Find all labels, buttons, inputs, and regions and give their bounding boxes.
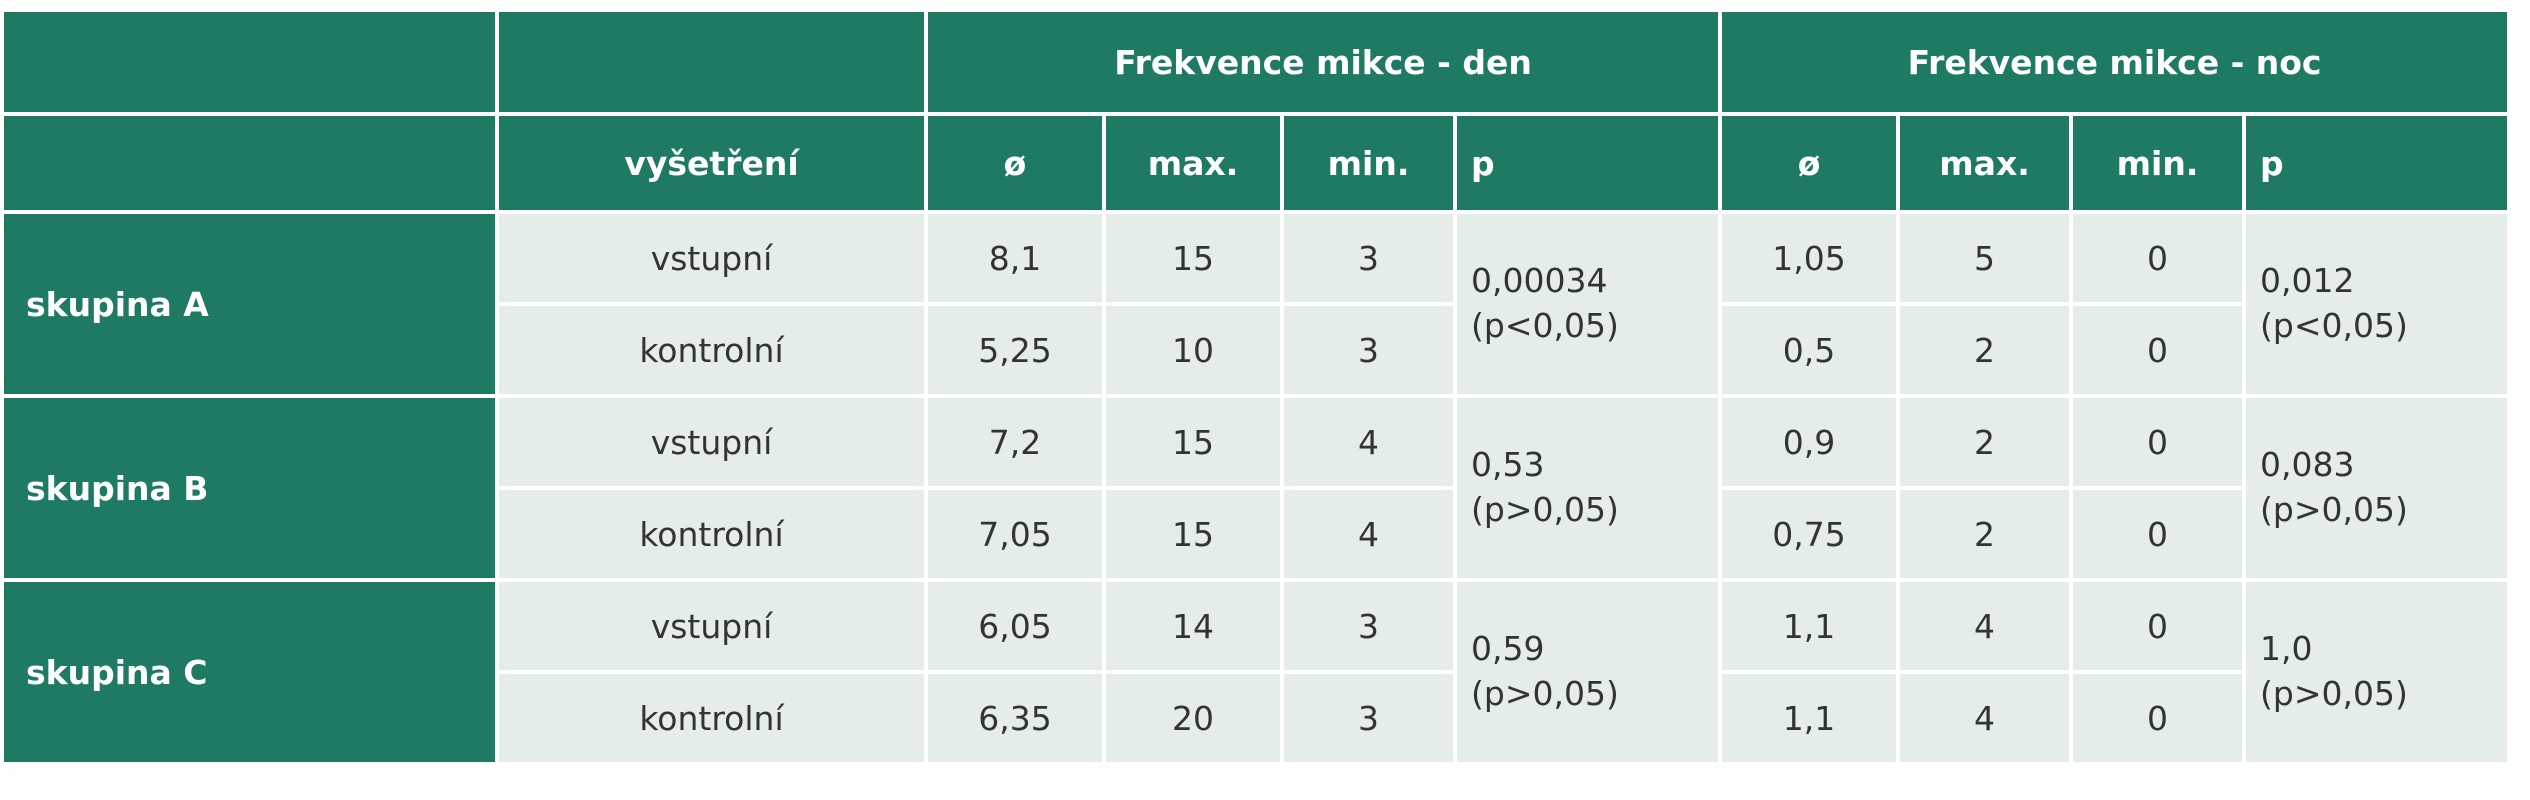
p-text: (p>0,05) [2260, 490, 2408, 529]
exam-cell: vstupní [495, 578, 928, 674]
group-name: skupina C [0, 578, 499, 766]
value-cell: 20 [1102, 670, 1284, 766]
exam-cell: vstupní [495, 210, 928, 306]
value-cell: 0 [2069, 394, 2247, 490]
p-cell: 0,00034 (p<0,05) [1452, 210, 1723, 398]
p-text: 0,53 [1471, 445, 1545, 485]
exam-cell: kontrolní [495, 302, 928, 398]
header-row: vyšetření ø max. min. p ø max. min. p [0, 112, 2512, 214]
header-cell [495, 8, 928, 116]
p-text: 0,083 [2260, 445, 2355, 485]
value-cell: 14 [1102, 578, 1284, 674]
p-text: 0,00034 [1471, 261, 1608, 301]
p-text: (p<0,05) [1471, 306, 1619, 345]
value-cell: 10 [1102, 302, 1284, 398]
p-text: (p<0,05) [2260, 306, 2408, 345]
value-cell: 3 [1280, 302, 1457, 398]
header-cell [0, 8, 499, 116]
value-cell: 3 [1280, 578, 1457, 674]
value-cell: 2 [1896, 302, 2074, 398]
column-header: p [1452, 112, 1723, 214]
p-text: 0,012 [2260, 261, 2355, 301]
value-cell: 0,9 [1718, 394, 1901, 490]
data-row: kontrolní 7,05 15 4 0,75 2 0 [2, 486, 2509, 582]
value-cell: 0,5 [1718, 302, 1901, 398]
value-cell: 4 [1896, 578, 2074, 674]
table: Frekvence mikce - den Frekvence mikce - n… [0, 8, 2512, 766]
group-name: skupina A [0, 210, 499, 398]
p-text: (p>0,05) [2260, 674, 2408, 713]
value-cell: 5,25 [924, 302, 1106, 398]
exam-cell: kontrolní [495, 486, 928, 582]
p-cell: 0,083 (p>0,05) [2242, 394, 2512, 582]
column-header: p [2242, 112, 2512, 214]
value-cell: 0 [2069, 578, 2247, 674]
value-cell: 15 [1102, 394, 1284, 490]
value-cell: 8,1 [924, 210, 1106, 306]
p-cell: 0,53 (p>0,05) [1452, 394, 1723, 582]
column-header: max. [1896, 112, 2074, 214]
column-header: max. [1102, 112, 1284, 214]
value-cell: 7,05 [924, 486, 1106, 582]
column-header: ø [1718, 112, 1901, 214]
value-cell: 7,2 [924, 394, 1106, 490]
header-cell [0, 112, 499, 214]
value-cell: 0 [2069, 486, 2247, 582]
group-name: skupina B [0, 394, 499, 582]
column-header: min. [1280, 112, 1457, 214]
exam-cell: kontrolní [495, 670, 928, 766]
value-cell: 4 [1280, 486, 1457, 582]
p-text: 1,0 [2260, 629, 2313, 669]
column-header: vyšetření [495, 112, 928, 214]
p-text: (p>0,05) [1471, 674, 1619, 713]
group-header: Frekvence mikce - noc [1718, 8, 2512, 116]
p-cell: 1,0 (p>0,05) [2242, 578, 2512, 766]
table-body: Frekvence mikce - den Frekvence mikce - n… [0, 8, 2512, 766]
p-cell: 0,59 (p>0,05) [1452, 578, 1723, 766]
group-header: Frekvence mikce - den [923, 8, 1723, 116]
value-cell: 0,75 [1718, 486, 1901, 582]
value-cell: 0 [2069, 210, 2247, 306]
page: Frekvence mikce - den Frekvence mikce - n… [0, 8, 2530, 800]
value-cell: 1,1 [1718, 670, 1901, 766]
value-cell: 6,05 [924, 578, 1106, 674]
p-cell: 0,012 (p<0,05) [2242, 210, 2512, 398]
value-cell: 5 [1896, 210, 2074, 306]
column-header: min. [2069, 112, 2247, 214]
column-header: ø [924, 112, 1106, 214]
value-cell: 0 [2069, 302, 2247, 398]
value-cell: 3 [1280, 210, 1457, 306]
data-row: kontrolní 6,35 20 3 1,1 4 0 [2, 670, 2509, 766]
exam-cell: vstupní [495, 394, 928, 490]
value-cell: 15 [1102, 210, 1284, 306]
value-cell: 4 [1896, 670, 2074, 766]
header-row: Frekvence mikce - den Frekvence mikce - n… [0, 8, 2512, 116]
data-row: kontrolní 5,25 10 3 0,5 2 0 [2, 302, 2509, 398]
p-text: 0,59 [1471, 629, 1545, 669]
value-cell: 2 [1896, 394, 2074, 490]
value-cell: 15 [1102, 486, 1284, 582]
value-cell: 0 [2069, 670, 2247, 766]
value-cell: 6,35 [924, 670, 1106, 766]
value-cell: 1,1 [1718, 578, 1901, 674]
p-text: (p>0,05) [1471, 490, 1619, 529]
value-cell: 2 [1896, 486, 2074, 582]
value-cell: 1,05 [1718, 210, 1901, 306]
value-cell: 4 [1280, 394, 1457, 490]
value-cell: 3 [1280, 670, 1457, 766]
